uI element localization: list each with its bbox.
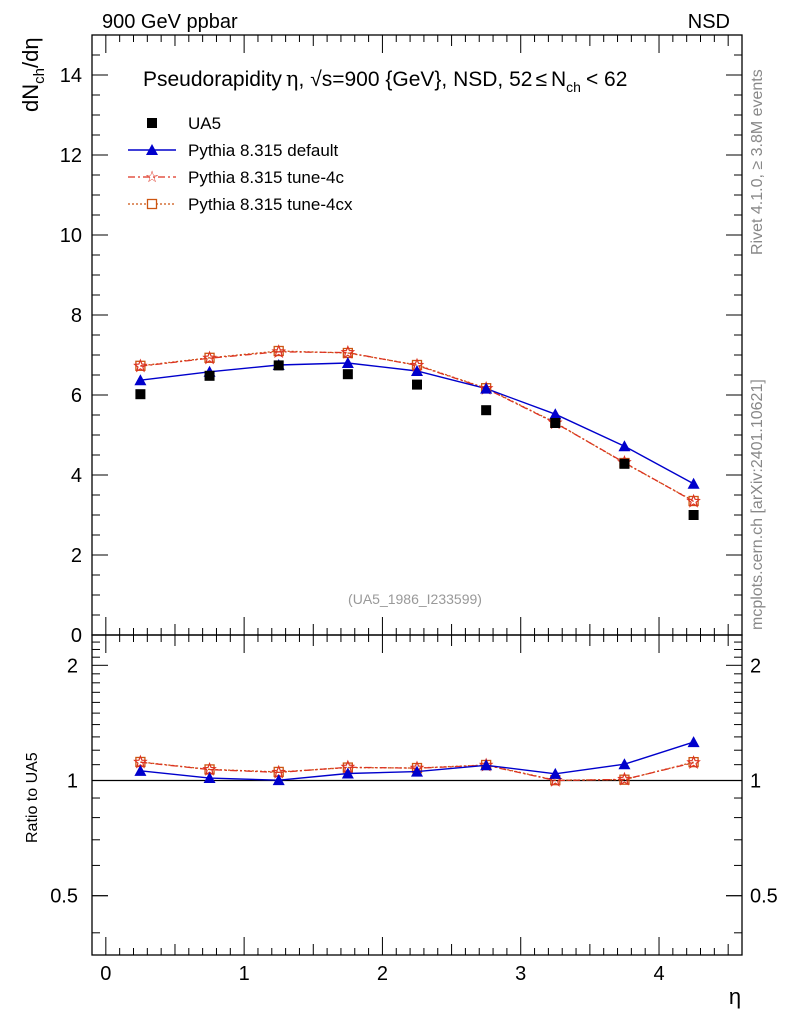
main-point-ua5: [412, 379, 422, 390]
legend-entry-tune4c: ☆ Pythia 8.315 tune-4c: [128, 168, 344, 187]
legend: UA5 Pythia 8.315 default ☆ Pythia 8.315 …: [128, 114, 353, 214]
legend-label-ua5: UA5: [188, 114, 221, 133]
main-line-tune4c: [140, 351, 694, 502]
main-data-series: [133, 344, 701, 520]
main-y-tick-label: 10: [60, 225, 82, 247]
ratio-point-default: [411, 765, 423, 777]
source-label: (UA5_1986_I233599): [348, 591, 482, 607]
ratio-y-tick-label: 2: [67, 655, 78, 677]
x-axis-label: η: [729, 984, 741, 1009]
header-left-label: 900 GeV ppbar: [102, 11, 238, 33]
main-y-tick-labels: 0 2 4 6 8 10 12 14: [60, 65, 82, 647]
ratio-axis-ticks: [92, 634, 742, 955]
ratio-y-tick-label: 0.5: [50, 886, 78, 908]
legend-label-tune4c: Pythia 8.315 tune-4c: [188, 168, 344, 187]
main-y-tick-label: 0: [71, 625, 82, 647]
ratio-data-series: [133, 736, 701, 787]
header-right-label: NSD: [688, 11, 730, 33]
ratio-panel: 0.5 0.5 1 1 2 2 0 1 2 3 4 Ratio to UA5 η: [24, 634, 778, 1009]
main-point-default: [411, 365, 423, 376]
main-point-default: [618, 440, 631, 452]
ratio-y-tick-labels: 0.5 0.5 1 1 2 2: [50, 655, 778, 907]
ratio-y-tick-label-right: 1: [750, 771, 761, 793]
rivet-version-label: Rivet 4.1.0, ≥ 3.8M events: [749, 69, 766, 255]
main-point-ua5: [619, 458, 630, 469]
main-point-tune4c: [686, 493, 701, 508]
ratio-point-default: [341, 767, 354, 779]
x-tick-label: 0: [100, 963, 111, 985]
main-point-default: [480, 382, 493, 394]
ratio-frame: [91, 634, 743, 956]
legend-marker-default: [146, 144, 158, 155]
main-point-ua5: [204, 370, 215, 381]
main-point-default: [687, 477, 700, 489]
main-point-ua5: [688, 510, 699, 520]
legend-label-tune4cx: Pythia 8.315 tune-4cx: [188, 195, 353, 214]
ratio-line-tune4c: [140, 761, 694, 782]
main-point-ua5: [342, 369, 353, 380]
main-point-tune4c: [271, 344, 286, 358]
main-point-tune4c: [340, 344, 356, 359]
main-y-tick-label: 4: [71, 465, 82, 487]
legend-marker-tune4cx: [146, 198, 158, 210]
main-point-ua5: [135, 389, 146, 400]
main-point-tune4c: [133, 358, 148, 373]
main-point-ua5: [481, 405, 492, 416]
mcplots-label: mcplots.cern.ch [arXiv:2401.10621]: [749, 379, 766, 630]
main-panel: 0 2 4 6 8 10 12 14 dNch/dη Pseudorapidity η, √s=…: [18, 34, 743, 647]
plot-title: Pseudorapidity η, √s=900 {GeV}, NSD, 52 ≤ N…: [143, 67, 627, 95]
ratio-y-tick-label-right: 2: [750, 655, 761, 677]
ratio-point-default: [618, 758, 631, 770]
ratio-point-default: [134, 764, 147, 776]
ratio-y-tick-label-right: 0.5: [750, 886, 778, 908]
main-axis-ticks: [92, 34, 742, 636]
main-y-tick-label: 2: [71, 545, 82, 567]
legend-label-default: Pythia 8.315 default: [188, 141, 339, 160]
ratio-y-tick-label: 1: [67, 771, 78, 793]
legend-entry-default: Pythia 8.315 default: [128, 141, 339, 160]
ratio-point-tune4c: [686, 755, 701, 769]
main-y-tick-label: 8: [71, 305, 82, 327]
main-point-default: [549, 408, 562, 420]
legend-entry-ua5: UA5: [147, 114, 221, 133]
main-y-axis-label: dNch/dη: [18, 37, 48, 112]
main-y-tick-label: 6: [71, 385, 82, 407]
ratio-point-tune4c: [617, 771, 632, 786]
x-tick-label: 3: [515, 963, 526, 985]
legend-entry-tune4cx: Pythia 8.315 tune-4cx: [128, 195, 353, 214]
main-point-default: [134, 374, 147, 386]
ratio-point-default: [203, 772, 216, 784]
x-tick-labels: 0 1 2 3 4: [100, 963, 664, 985]
x-tick-label: 2: [377, 963, 388, 985]
main-point-ua5: [550, 418, 561, 428]
ratio-y-axis-label: Ratio to UA5: [24, 752, 41, 843]
main-y-tick-label: 12: [60, 145, 82, 167]
main-point-ua5: [273, 360, 284, 371]
ratio-point-default: [549, 767, 562, 779]
ratio-point-default: [480, 759, 493, 771]
legend-marker-tune4c: ☆: [145, 169, 159, 186]
x-tick-label: 1: [239, 963, 250, 985]
legend-marker-ua5: [147, 118, 157, 128]
main-y-tick-label: 14: [60, 65, 82, 87]
ratio-point-default: [272, 774, 285, 786]
main-point-tune4c: [202, 350, 217, 365]
ratio-point-default: [687, 736, 700, 748]
x-tick-label: 4: [653, 963, 664, 985]
main-point-default: [341, 357, 354, 368]
